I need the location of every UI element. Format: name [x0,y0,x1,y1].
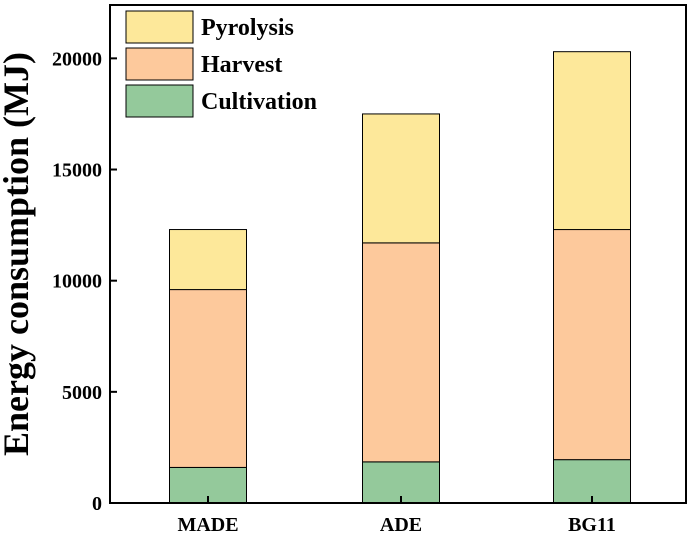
x-tick-label-bg11: BG11 [568,514,616,535]
x-tick-label-made: MADE [177,514,238,535]
y-tick-label: 20000 [52,48,102,70]
y-tick-label: 15000 [52,160,102,182]
y-tick-label: 10000 [52,271,102,293]
x-axis-ticks: MADE ADE BG11 [177,496,616,535]
bar-bg11-pyrolysis [553,51,631,231]
x-tick-label-ade: ADE [380,514,422,535]
bar-bg11-harvest [553,229,631,461]
legend: Pyrolysis Harvest Cultivation [125,10,317,118]
bar-ade-pyrolysis [362,113,440,244]
bar-made-harvest [169,289,247,468]
y-axis-ticks: 0 5000 10000 15000 20000 [52,48,117,515]
plot-frame [109,4,687,504]
bar-ade-harvest [362,242,440,463]
legend-swatch-pyrolysis [125,10,194,44]
legend-swatch-harvest [125,47,194,81]
legend-swatch-cultivation [125,84,194,118]
y-tick-label: 0 [92,493,102,515]
bar-made-pyrolysis [169,229,247,291]
y-tick-label: 5000 [62,382,102,404]
legend-label-cultivation: Cultivation [201,89,317,115]
legend-label-harvest: Harvest [201,52,282,78]
y-axis-title: Energy consumption (MJ) [0,52,36,456]
bars-layer [169,51,631,504]
legend-label-pyrolysis: Pyrolysis [201,15,294,41]
